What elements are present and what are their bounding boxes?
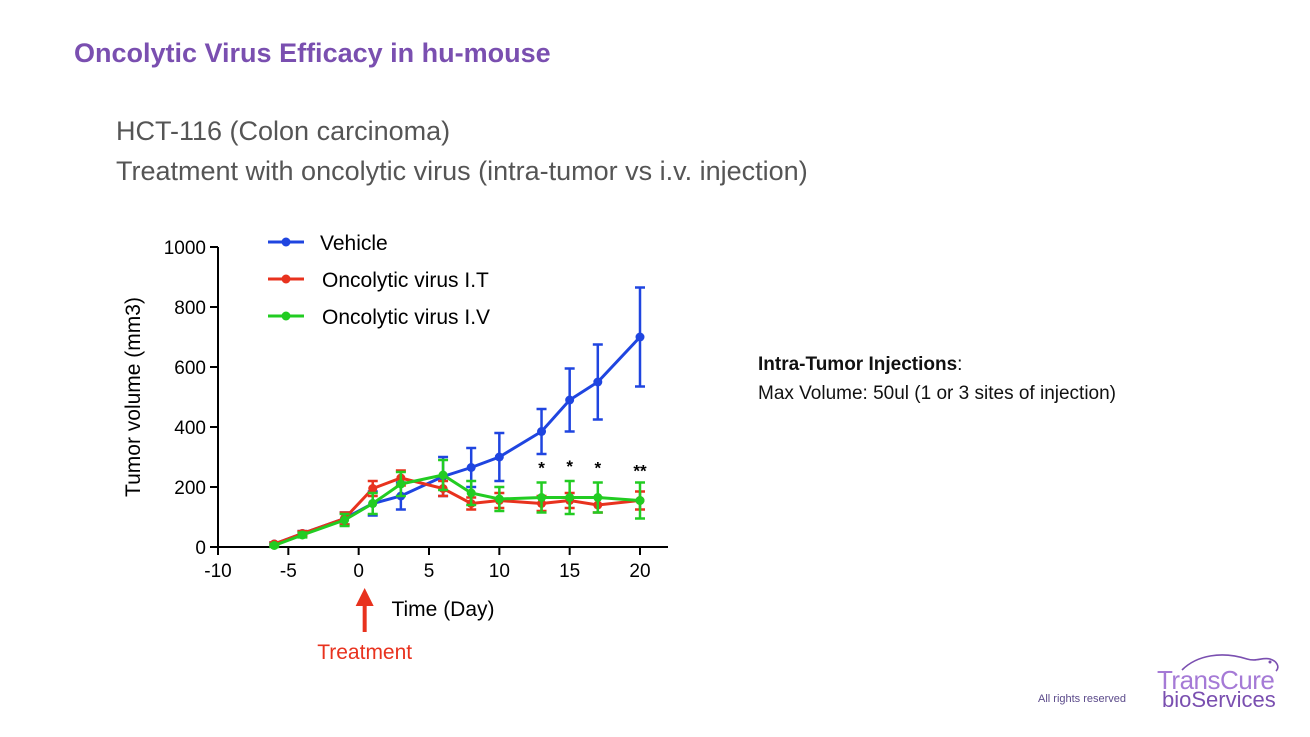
y-axis-label: Tumor volume (mm3) xyxy=(122,297,145,497)
mouse-outline-icon xyxy=(1181,654,1279,672)
data-point xyxy=(494,452,504,462)
x-tick-label: 20 xyxy=(629,561,650,582)
data-point xyxy=(438,470,448,480)
x-tick-label: 5 xyxy=(424,561,435,582)
y-tick-label: 200 xyxy=(174,478,206,499)
treatment-label: Treatment xyxy=(317,641,412,664)
data-point xyxy=(565,395,575,405)
subtitle-treatment: Treatment with oncolytic virus (intra-tu… xyxy=(116,156,808,186)
x-tick-label: 15 xyxy=(559,561,580,582)
legend-marker xyxy=(281,274,291,284)
y-tick-label: 1000 xyxy=(164,238,206,259)
data-point xyxy=(466,463,476,472)
legend-marker xyxy=(281,311,291,321)
data-point xyxy=(537,493,547,502)
legend-label: Vehicle xyxy=(320,232,388,255)
data-point xyxy=(368,484,378,493)
x-tick-label: 0 xyxy=(353,561,364,582)
logo-transcure: TransCure xyxy=(1157,665,1275,695)
legend-marker xyxy=(281,237,291,247)
data-point xyxy=(466,488,476,498)
injection-note: Intra-Tumor Injections: Max Volume: 50ul… xyxy=(758,350,1116,408)
subtitle-cell-line: HCT-116 (Colon carcinoma) xyxy=(116,116,451,146)
rights-text: All rights reserved xyxy=(1038,693,1127,705)
logo-bioservices: bioServices xyxy=(1162,687,1276,712)
data-point xyxy=(635,496,645,505)
data-point xyxy=(635,332,645,342)
series-line xyxy=(273,476,641,546)
significance-mark: * xyxy=(538,459,545,478)
note-heading: Intra-Tumor Injections xyxy=(758,354,958,375)
data-point xyxy=(537,427,547,436)
data-point xyxy=(368,499,378,508)
series-line xyxy=(273,335,642,546)
y-tick-label: 400 xyxy=(174,418,206,439)
data-point xyxy=(340,515,350,525)
x-tick-label: -10 xyxy=(204,561,231,582)
significance-mark: * xyxy=(566,457,573,476)
note-heading-suffix: : xyxy=(957,354,963,375)
data-point xyxy=(565,493,575,502)
legend-label: Oncolytic virus I.V xyxy=(322,306,490,329)
data-point xyxy=(297,530,307,540)
series-line xyxy=(273,473,641,547)
company-logo: TransCure bioServices xyxy=(1152,645,1292,715)
data-point xyxy=(593,493,603,502)
x-tick-label: 10 xyxy=(489,561,510,582)
slide-title: Oncolytic Virus Efficacy in hu-mouse xyxy=(74,38,551,68)
x-tick-label: -5 xyxy=(280,561,297,582)
treatment-arrow-head xyxy=(355,588,374,606)
data-point xyxy=(269,541,279,550)
significance-mark: * xyxy=(594,459,601,478)
note-text: Max Volume: 50ul (1 or 3 sites of inject… xyxy=(758,383,1117,404)
significance-mark: ** xyxy=(633,462,647,481)
data-point xyxy=(494,494,504,504)
y-tick-label: 800 xyxy=(174,298,206,319)
y-tick-label: 0 xyxy=(195,538,206,559)
x-axis-label: Time (Day) xyxy=(391,598,494,621)
data-point xyxy=(396,479,406,489)
y-tick-label: 600 xyxy=(174,358,206,379)
legend-label: Oncolytic virus I.T xyxy=(322,269,489,292)
data-point xyxy=(593,377,603,387)
